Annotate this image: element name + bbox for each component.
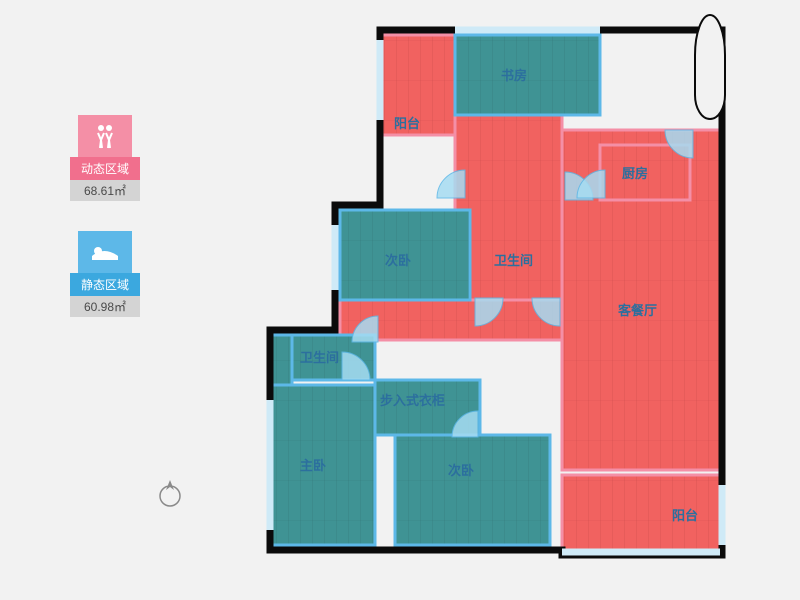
label-wardrobe: 步入式衣柜 [380,393,445,408]
label-master: 主卧 [300,458,326,473]
label-bedroom2b: 次卧 [448,463,474,478]
room-study [455,35,600,115]
label-study: 书房 [501,68,527,83]
door-arc [437,170,465,198]
label-balcony2: 阳台 [672,508,698,523]
label-bath1: 卫生间 [494,253,533,268]
label-bath2: 卫生间 [300,350,339,365]
label-living: 客餐厅 [618,303,657,318]
label-kitchen: 厨房 [622,166,648,181]
room-bedroom2b [395,435,550,545]
label-balcony1: 阳台 [394,116,420,131]
label-bedroom2a: 次卧 [385,253,411,268]
entry-door [695,15,725,119]
floorplan: 客餐厅厨房阳台阳台卫生间书房次卧卫生间步入式衣柜主卧次卧 [0,0,800,600]
